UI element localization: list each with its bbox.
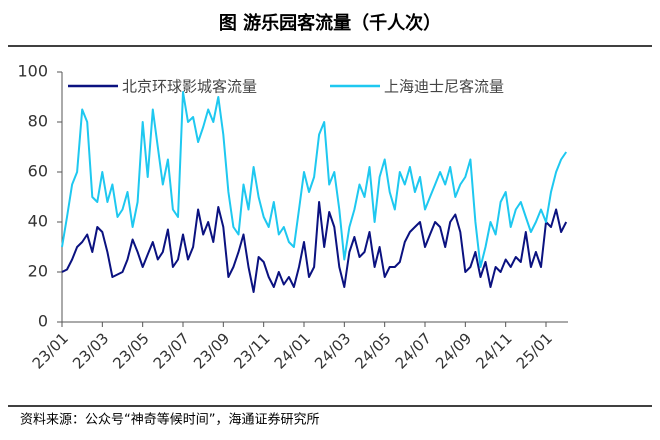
x-tick-label: 23/11 <box>230 329 273 372</box>
source-note: 资料来源：公众号“神奇等候时间”，海通证券研究所 <box>20 412 319 428</box>
series-line <box>61 91 568 268</box>
y-tick-label: 0 <box>38 312 48 331</box>
x-tick-label: 23/03 <box>69 329 112 372</box>
y-tick-label: 40 <box>28 212 48 231</box>
x-tick-label: 23/09 <box>190 329 233 372</box>
x-tick-label: 23/07 <box>150 329 193 372</box>
x-tick-label: 24/03 <box>311 329 354 372</box>
x-tick-label: 25/01 <box>513 329 556 372</box>
x-tick-label: 24/01 <box>271 329 314 372</box>
chart-title: 图 游乐园客流量（千人次） <box>219 12 441 34</box>
legend-label: 上海迪士尼客流量 <box>384 78 504 96</box>
x-tick-label: 23/05 <box>109 329 152 372</box>
y-tick-label: 100 <box>17 62 48 81</box>
x-tick-label: 24/05 <box>351 329 394 372</box>
x-tick-label: 23/01 <box>29 329 72 372</box>
x-tick-label: 24/11 <box>472 329 515 372</box>
x-tick-label: 24/07 <box>392 329 435 372</box>
x-tick-label: 24/09 <box>432 329 475 372</box>
y-tick-label: 20 <box>28 262 48 281</box>
legend-label: 北京环球影城客流量 <box>122 78 257 96</box>
y-tick-label: 80 <box>28 112 48 131</box>
series-line <box>61 201 568 293</box>
y-tick-label: 60 <box>28 162 48 181</box>
